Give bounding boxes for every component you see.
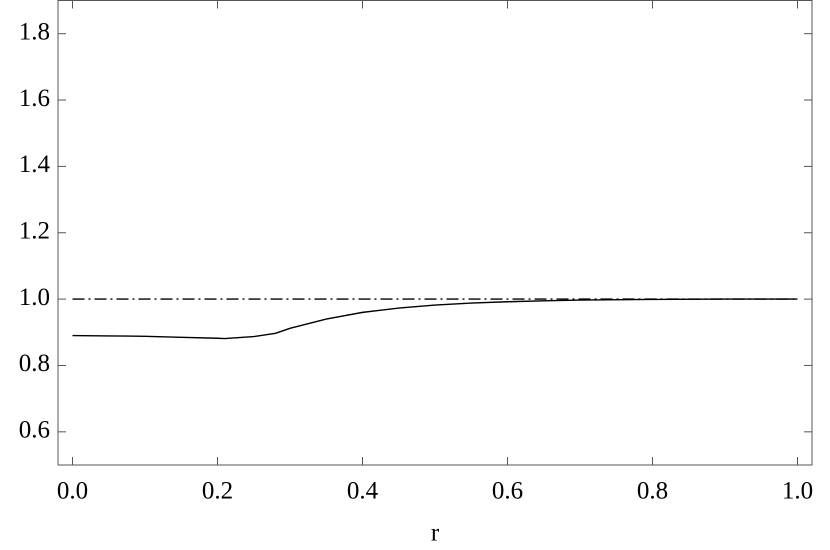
x-axis-label: r bbox=[431, 520, 440, 547]
x-tick-label: 0.0 bbox=[57, 478, 88, 505]
x-tick-label: 0.2 bbox=[202, 478, 233, 505]
x-tick-label: 0.6 bbox=[492, 478, 523, 505]
y-tick-label: 1.6 bbox=[19, 85, 50, 112]
y-tick-label: 0.6 bbox=[19, 417, 50, 444]
y-tick-label: 0.8 bbox=[19, 350, 50, 377]
x-tick-label: 0.8 bbox=[637, 478, 668, 505]
y-tick-label: 1.2 bbox=[19, 217, 50, 244]
x-tick-label: 0.4 bbox=[347, 478, 379, 505]
y-tick-label: 1.4 bbox=[19, 151, 51, 178]
series-line bbox=[72, 298, 798, 340]
y-tick-label: 1.0 bbox=[19, 284, 50, 311]
plot-frame bbox=[57, 0, 813, 466]
y-tick-label: 1.8 bbox=[19, 18, 50, 45]
x-tick-label: 1.0 bbox=[782, 478, 813, 505]
